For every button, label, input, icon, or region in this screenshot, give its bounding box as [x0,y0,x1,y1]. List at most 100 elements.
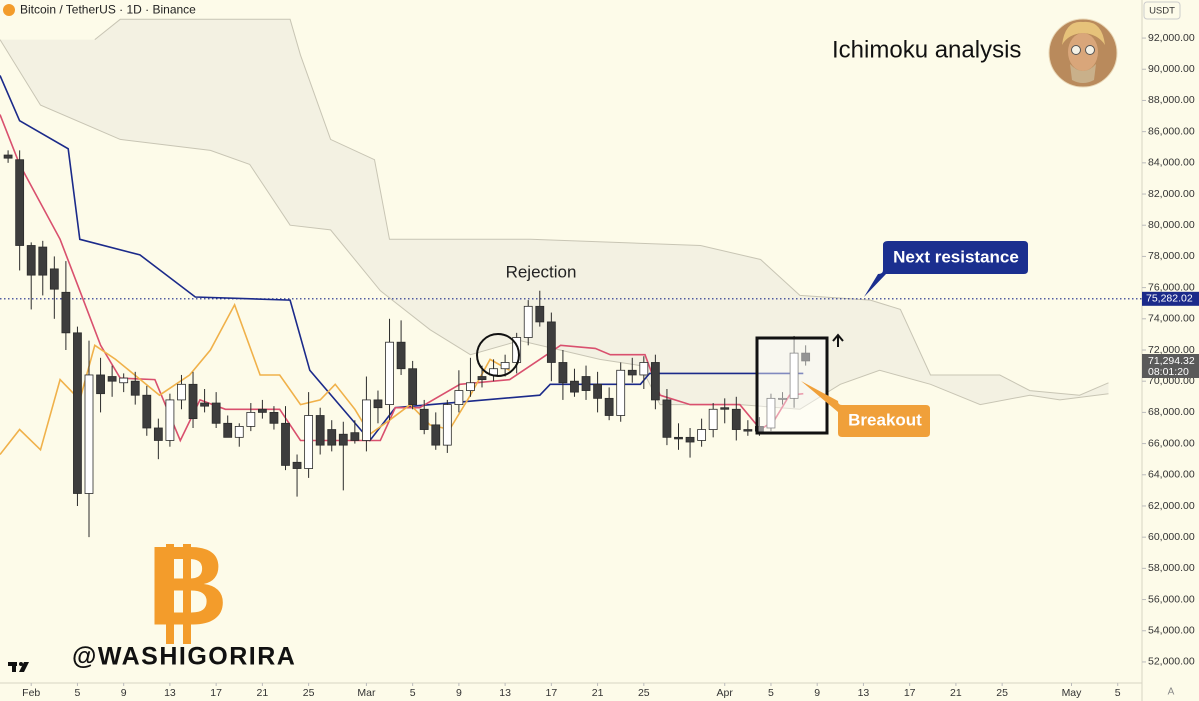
candle-body [84,374,94,494]
candle-body [142,394,152,429]
tv-logo [8,662,29,672]
x-tick-label: 25 [303,687,315,699]
x-tick-label: 21 [950,687,962,699]
candle-body [697,429,707,441]
auto-scale-button[interactable]: A [1168,687,1175,698]
candle-body [257,408,267,413]
x-tick-label: 5 [1115,687,1121,699]
rejection-label: Rejection [506,262,577,281]
cloud-layer [0,18,1109,410]
candle-body [801,352,811,362]
candle-body [61,291,71,334]
candle-body [223,422,233,438]
candle-body [373,399,383,409]
breakout-box [755,336,829,435]
y-tick-label: 58,000.00 [1148,562,1195,574]
candle-body [211,402,221,424]
breakout-callout [801,381,930,437]
y-tick-label: 66,000.00 [1148,437,1195,449]
avatar-glass [1085,45,1095,55]
candle-body [523,305,533,338]
x-tick-label: 5 [768,687,774,699]
candle-body [350,432,360,441]
currency-label[interactable]: USDT [1149,6,1175,17]
watermark: @WASHIGORIRA [72,643,296,671]
y-tick-label: 82,000.00 [1148,188,1195,200]
avatar-face [1068,33,1098,71]
avatar-ring [1048,18,1118,88]
candle-body [327,429,337,446]
y-tick-label: 64,000.00 [1148,469,1195,481]
candle-body [338,433,348,446]
candle-body [789,352,799,399]
avatar-glass [1071,45,1081,55]
candle-body [362,399,371,441]
y-tick-label: 84,000.00 [1148,157,1195,169]
candle-body [627,369,637,376]
candle-body [766,397,776,429]
x-tick-label: 13 [164,687,176,699]
candle-body [234,426,244,438]
axes-layer: 52,000.00 54,000.00 56,000.00 58,000.00 60,0… [22,32,1199,699]
y-tick-label: 88,000.00 [1148,94,1195,106]
candle-body [73,332,82,494]
indicator-line [0,114,804,443]
price-box-label: 75,282.02 [1146,293,1193,305]
y-tick-label: 68,000.00 [1148,406,1195,418]
candle-body [743,429,753,432]
x-tick-label: Feb [22,687,40,699]
candle-body [535,305,545,323]
current-price-label: 71,294.32 [1148,355,1195,367]
candle-body [385,341,394,405]
x-tick-label: 13 [499,687,511,699]
candle-body [466,382,475,391]
candle-body [130,380,140,396]
candle-body [38,246,48,276]
candle-body [650,362,660,401]
x-tick-label: 17 [546,687,558,699]
candle-body [720,407,730,410]
candle-body [396,341,406,370]
x-tick-label: 5 [75,687,81,699]
x-tick-label: 9 [456,687,462,699]
y-tick-label: 54,000.00 [1148,625,1195,637]
tv-logo-part [12,662,16,672]
candle-body [165,399,175,441]
bitcoin-logo: B [147,524,228,649]
tv-logo-part [19,662,29,672]
y-tick-label: 90,000.00 [1148,63,1195,75]
y-tick-label: 76,000.00 [1148,281,1195,293]
candle-body [188,383,198,420]
candles-layer [3,150,811,538]
next-resistance-callout [864,241,1028,297]
x-tick-label: 17 [210,687,222,699]
x-tick-label: 9 [121,687,127,699]
x-tick-label: 5 [410,687,416,699]
y-tick-label: 92,000.00 [1148,32,1195,44]
candle-body [292,461,302,469]
y-tick-label: 62,000.00 [1148,500,1195,512]
y-tick-label: 80,000.00 [1148,219,1195,231]
chart-title: Ichimoku analysis [832,36,1021,63]
candle-body [500,362,510,370]
currency-box[interactable] [1143,1,1181,20]
cloud-fill [0,19,1109,410]
candle-body [96,374,105,395]
x-tick-label: 17 [904,687,916,699]
candle-body [593,383,602,399]
candle-body [419,408,429,430]
y-tick-label: 78,000.00 [1148,250,1195,262]
y-tick-label: 52,000.00 [1148,656,1195,668]
candle-body [431,424,441,446]
candle-body [708,408,718,430]
candle-body [107,376,117,382]
avatar-beard [1070,64,1096,83]
candle-body [570,380,579,393]
y-tick-label: 72,000.00 [1148,344,1195,356]
logo-bar [183,544,191,644]
cloud-upper [94,18,1109,396]
y-tick-label: 60,000.00 [1148,531,1195,543]
avatar [1048,18,1118,88]
